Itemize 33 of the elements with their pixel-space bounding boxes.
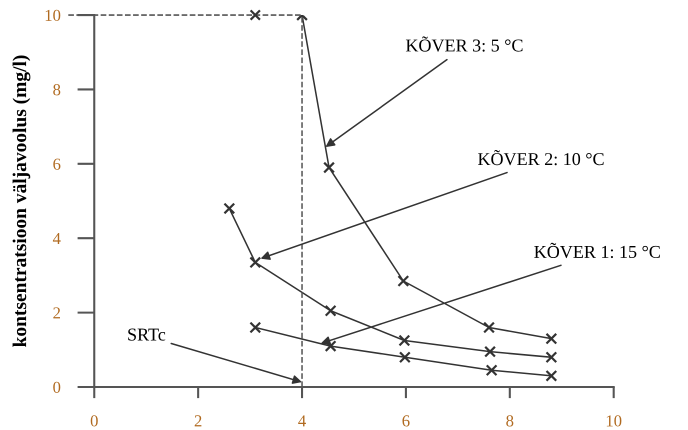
point <box>249 256 262 268</box>
y-tick-label: 10 <box>46 10 60 21</box>
x-tick-label: 2 <box>194 415 202 426</box>
y-axis-title: kontsentratsioon väljavoolus (mg/l) <box>12 55 30 347</box>
annotation: KÕVER 3: 5 °C <box>406 36 522 52</box>
x-tick-label: 8 <box>506 415 514 427</box>
annotation: SRTc <box>128 328 166 341</box>
point <box>486 364 498 376</box>
x-tick-label: 10 <box>606 415 622 427</box>
annotation: KÕVER 1: 15 °C <box>534 242 660 258</box>
point <box>545 332 558 345</box>
point <box>223 202 236 214</box>
point <box>483 322 495 334</box>
point <box>249 322 262 334</box>
y-tick-label: 2 <box>53 307 60 318</box>
point <box>397 275 410 287</box>
y-tick-label: 4 <box>52 233 61 244</box>
point <box>398 334 410 346</box>
y-tick-label: 8 <box>53 84 60 96</box>
x-tick-label: 4 <box>298 415 306 426</box>
point <box>545 351 558 364</box>
y-tick-label: 6 <box>53 158 60 170</box>
point <box>545 370 558 382</box>
x-tick-label: 0 <box>90 415 98 427</box>
y-tick-label: 0 <box>53 382 60 393</box>
point <box>250 9 262 21</box>
x-tick-label: 6 <box>402 415 410 427</box>
annotation: KÕVER 2: 10 °C <box>478 150 604 166</box>
point <box>398 351 411 364</box>
point <box>484 346 496 358</box>
point <box>324 340 337 352</box>
point <box>324 304 337 317</box>
point <box>323 162 336 174</box>
